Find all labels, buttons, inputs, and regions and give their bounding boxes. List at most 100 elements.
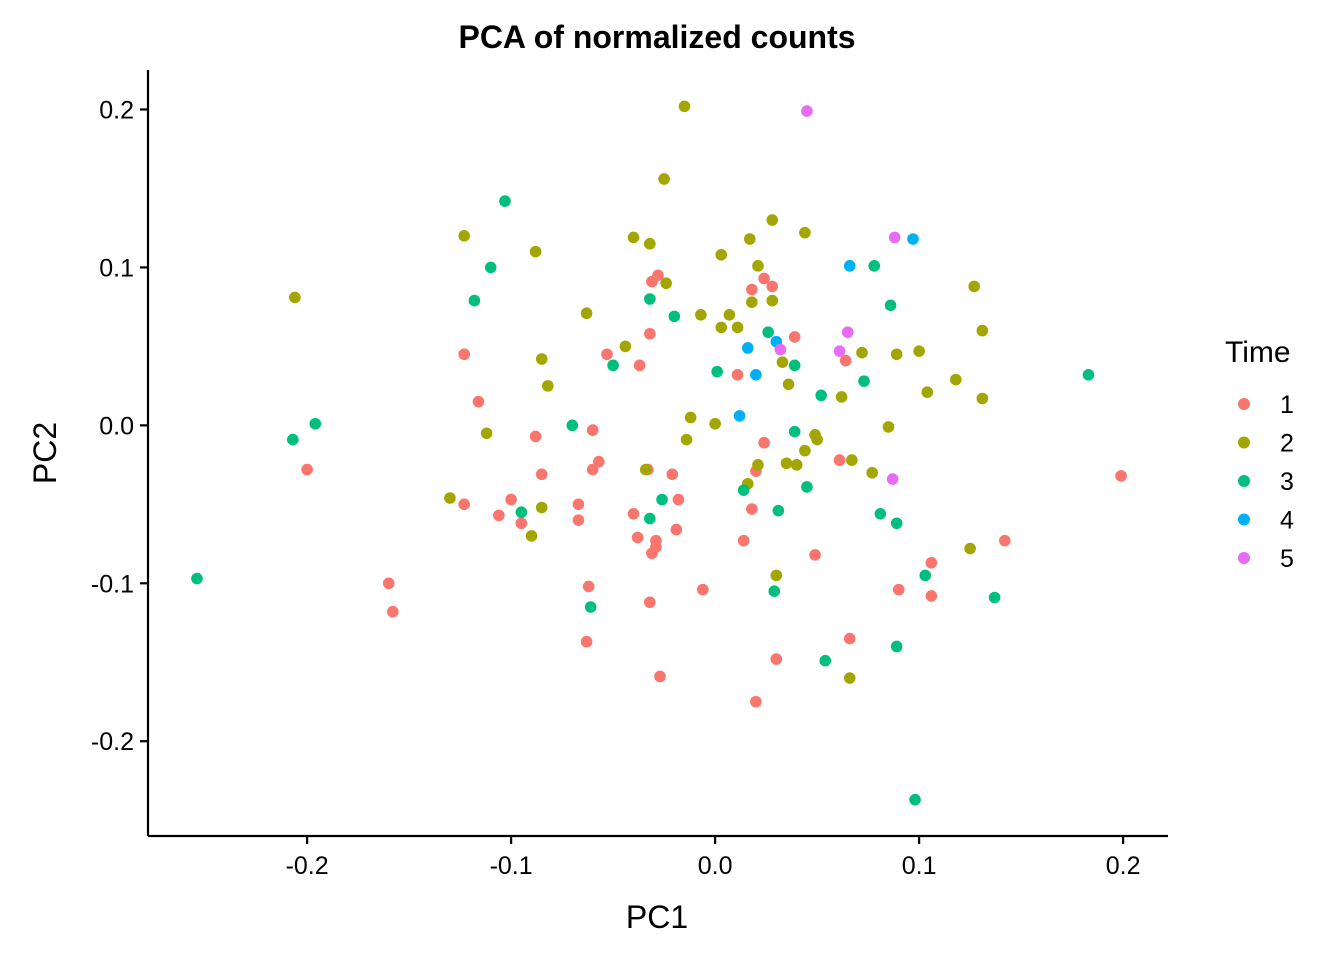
data-point-time-1 — [650, 541, 662, 553]
data-point-time-2 — [678, 100, 691, 113]
data-point-time-2 — [444, 492, 456, 504]
data-point-time-2 — [542, 380, 554, 392]
data-point-time-2 — [835, 391, 848, 403]
data-point-time-2 — [535, 353, 548, 365]
legend-key — [1238, 552, 1250, 564]
data-point-time-3 — [668, 310, 681, 323]
legend-item-time-3: 3 — [1238, 468, 1294, 496]
data-point-time-2 — [744, 233, 756, 245]
data-point-time-1 — [746, 503, 758, 515]
data-point-time-2 — [619, 340, 632, 353]
data-point-time-2 — [780, 457, 793, 470]
data-point-time-4 — [843, 260, 856, 272]
data-point-time-4 — [741, 342, 754, 354]
y-tick-label: -0.1 — [91, 570, 134, 598]
data-point-time-1 — [758, 436, 770, 449]
x-tick-label: 0.2 — [1106, 852, 1141, 880]
data-point-time-2 — [882, 421, 895, 433]
legend-label: 4 — [1280, 507, 1294, 535]
legend-label: 2 — [1280, 430, 1294, 458]
data-point-time-5 — [841, 326, 854, 338]
legend-key — [1238, 436, 1250, 449]
data-point-time-1 — [892, 583, 905, 596]
data-point-time-2 — [846, 454, 858, 466]
x-axis-ticks: -0.2 -0.1 0.0 0.1 0.2 — [286, 836, 1141, 880]
legend-items: 1 2 3 4 5 — [1238, 391, 1294, 573]
data-point-time-2 — [976, 324, 989, 337]
x-tick-label: 0.0 — [698, 852, 733, 880]
data-point-time-3 — [788, 425, 801, 438]
plot-area: -0.2 -0.1 0.0 0.1 0.2 0.2 0.1 0.0 -0.1 -0.2 — [91, 70, 1168, 880]
data-point-time-3 — [191, 572, 203, 585]
data-point-time-2 — [529, 245, 542, 258]
data-point-time-1 — [672, 493, 685, 506]
data-point-time-2 — [580, 307, 593, 320]
data-point-time-1 — [586, 424, 599, 436]
data-point-time-2 — [921, 386, 934, 398]
legend-item-time-2: 2 — [1238, 430, 1294, 458]
legend-key — [1238, 513, 1250, 526]
data-point-time-3 — [890, 640, 903, 653]
data-point-time-1 — [529, 430, 542, 443]
data-point-time-4 — [750, 369, 762, 381]
data-point-time-1 — [644, 596, 656, 609]
legend-label: 5 — [1280, 545, 1294, 573]
data-point-time-1 — [580, 635, 593, 648]
data-point-time-3 — [868, 260, 881, 272]
data-point-time-1 — [627, 508, 640, 520]
data-point-time-2 — [856, 346, 868, 359]
data-point-time-1 — [925, 556, 938, 569]
data-point-time-1 — [666, 468, 679, 481]
data-point-time-3 — [884, 299, 897, 312]
legend-item-time-1: 1 — [1238, 391, 1294, 419]
data-point-time-1 — [572, 498, 585, 511]
data-point-time-3 — [909, 793, 921, 806]
data-point-time-3 — [988, 591, 1001, 604]
data-point-time-3 — [644, 293, 656, 305]
x-tick-label: -0.2 — [286, 852, 329, 880]
data-point-time-3 — [858, 375, 870, 387]
data-point-time-3 — [788, 359, 801, 372]
data-point-time-1 — [458, 348, 471, 361]
legend-title: Time — [1225, 336, 1291, 369]
data-point-time-3 — [309, 417, 322, 430]
data-point-time-1 — [833, 454, 846, 466]
data-point-time-2 — [660, 277, 672, 290]
data-point-time-1 — [586, 463, 599, 476]
data-point-time-2 — [976, 392, 989, 405]
data-point-time-2 — [723, 309, 736, 321]
data-point-time-2 — [811, 433, 823, 446]
data-point-time-1 — [631, 531, 644, 544]
data-point-time-2 — [480, 427, 493, 440]
data-point-time-1 — [646, 275, 658, 288]
data-point-time-1 — [633, 359, 646, 372]
data-point-time-3 — [287, 433, 299, 446]
data-point-time-2 — [695, 309, 707, 321]
data-point-time-1 — [301, 463, 313, 476]
data-point-time-3 — [890, 517, 903, 530]
data-point-time-2 — [684, 411, 697, 424]
data-point-time-2 — [968, 280, 980, 293]
data-point-time-2 — [627, 231, 640, 244]
legend-item-time-5: 5 — [1238, 545, 1294, 573]
data-point-time-3 — [566, 419, 579, 432]
data-point-time-3 — [711, 365, 723, 378]
data-point-time-1 — [737, 534, 750, 547]
data-point-time-3 — [919, 569, 932, 582]
data-point-time-1 — [839, 354, 852, 367]
x-tick-label: 0.1 — [902, 852, 937, 880]
data-point-time-3 — [737, 484, 750, 496]
data-point-time-2 — [913, 345, 925, 357]
data-point-time-1 — [505, 493, 517, 506]
data-point-time-3 — [607, 359, 619, 372]
data-point-time-2 — [776, 356, 789, 368]
y-axis-ticks: 0.2 0.1 0.0 -0.1 -0.2 — [91, 96, 148, 756]
data-point-time-2 — [752, 459, 764, 471]
data-point-time-4 — [733, 410, 746, 422]
data-point-time-1 — [572, 514, 585, 526]
data-point-time-2 — [950, 373, 962, 386]
data-point-time-1 — [458, 498, 471, 511]
data-point-time-3 — [484, 261, 497, 274]
data-point-time-3 — [762, 326, 774, 338]
data-point-time-3 — [768, 585, 781, 597]
